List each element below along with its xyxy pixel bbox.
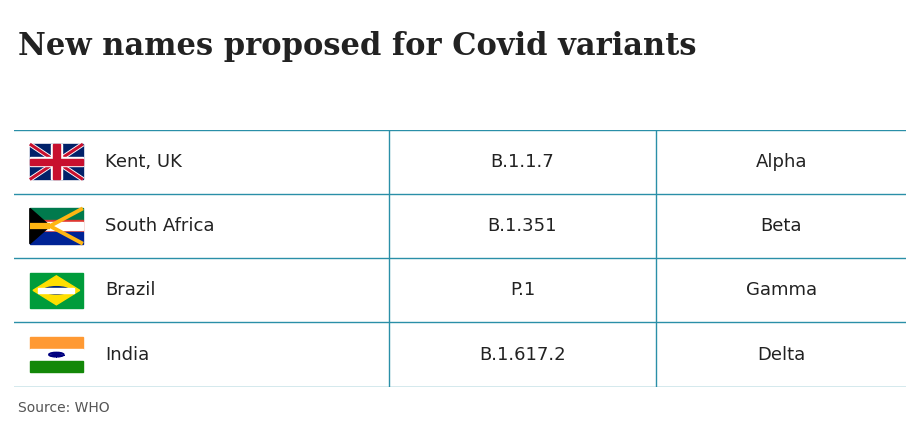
Text: BBC: BBC <box>830 398 879 416</box>
Bar <box>29 144 83 179</box>
Bar <box>29 349 83 360</box>
Text: B.1.351: B.1.351 <box>487 217 557 235</box>
Circle shape <box>54 354 59 355</box>
Bar <box>29 232 83 244</box>
Bar <box>29 360 83 372</box>
Bar <box>29 220 83 232</box>
Text: Alpha: Alpha <box>754 153 806 171</box>
Bar <box>29 221 83 230</box>
Text: India: India <box>105 346 149 364</box>
Bar <box>29 208 83 220</box>
Polygon shape <box>29 208 50 244</box>
Polygon shape <box>33 276 80 305</box>
Text: Beta: Beta <box>760 217 801 235</box>
Bar <box>51 144 62 179</box>
Text: Brazil: Brazil <box>105 281 155 299</box>
FancyBboxPatch shape <box>39 288 74 293</box>
Text: P.1: P.1 <box>509 281 535 299</box>
Bar <box>29 157 83 166</box>
Text: B.1.617.2: B.1.617.2 <box>479 346 565 364</box>
Text: Gamma: Gamma <box>745 281 816 299</box>
Text: Country/region: Country/region <box>125 100 277 119</box>
Circle shape <box>43 286 69 294</box>
Text: Delta: Delta <box>756 346 804 364</box>
Bar <box>29 159 83 165</box>
Text: New names proposed for Covid variants: New names proposed for Covid variants <box>18 31 697 62</box>
Text: South Africa: South Africa <box>105 217 214 235</box>
Bar <box>53 144 60 179</box>
Text: Source: WHO: Source: WHO <box>18 401 110 415</box>
Text: WHO name: WHO name <box>724 100 836 119</box>
Text: B.1.1.7: B.1.1.7 <box>490 153 554 171</box>
Text: Kent, UK: Kent, UK <box>105 153 182 171</box>
Bar <box>29 337 83 349</box>
Bar <box>29 273 83 308</box>
Text: Scientific name: Scientific name <box>444 100 600 119</box>
